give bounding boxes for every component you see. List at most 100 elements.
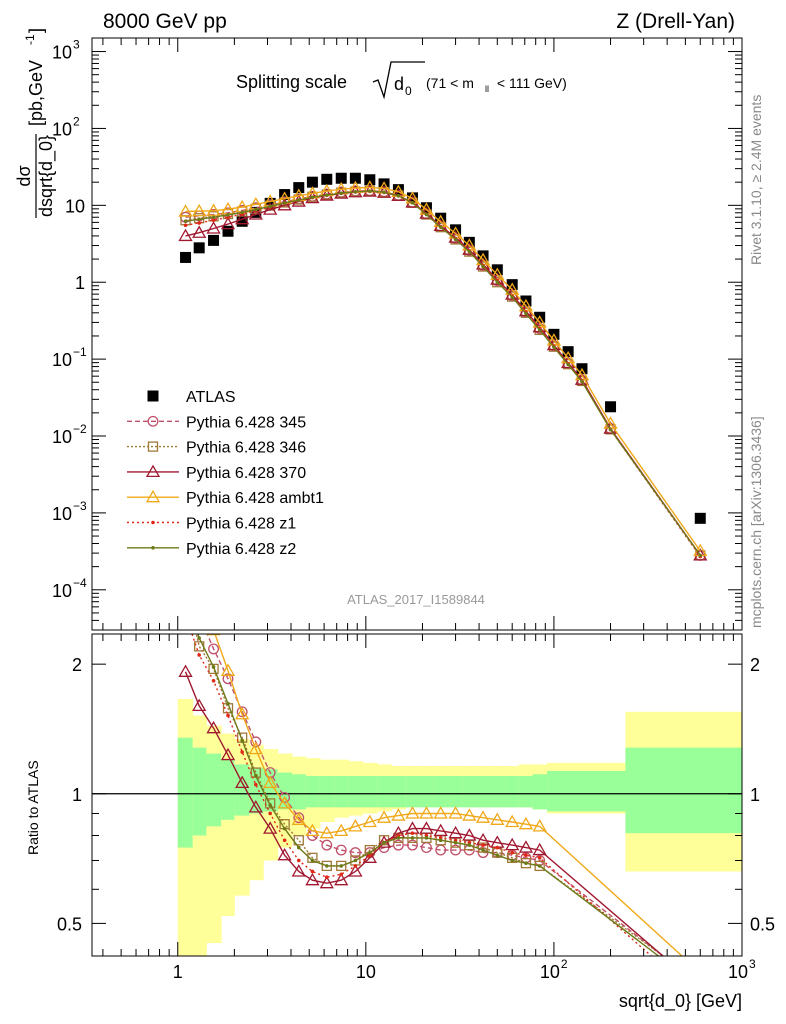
ratio-point	[235, 706, 250, 720]
legend-marker	[147, 390, 159, 402]
ratio-point	[433, 806, 448, 819]
ratio-point	[353, 864, 358, 868]
ratio-y-axis-label: Ratio to ATLAS	[25, 760, 41, 855]
ratio-point	[339, 864, 344, 868]
ratio-point	[467, 843, 472, 847]
ratio-point	[376, 810, 392, 823]
ratio-point	[305, 823, 320, 837]
x-tick-label-group: 10 2	[540, 957, 568, 982]
data-point	[279, 189, 291, 201]
ratio-point	[419, 806, 434, 819]
ratio-series-pythia-6-428-ambt1	[206, 634, 683, 956]
x-tick-label: 10	[728, 962, 748, 982]
ratio-point	[319, 875, 334, 889]
y-tick: 10	[65, 196, 742, 216]
ratio-point	[250, 736, 262, 748]
legend: ATLAS Pythia 6.428 345 Pythia 6.428 346 Pyt…	[127, 389, 324, 558]
inner-band-segment	[192, 747, 207, 836]
ratio-point	[410, 831, 415, 835]
legend-marker	[145, 464, 161, 478]
ratio-point	[334, 872, 349, 886]
inner-band-segment	[362, 775, 378, 808]
ratio-point	[268, 811, 272, 816]
ratio-y-tick-label-left: 2	[72, 655, 82, 675]
legend-marker	[151, 520, 155, 525]
inner-band-segment	[221, 759, 235, 820]
ratio-series-pythia-6-428-370	[178, 664, 664, 956]
data-point	[510, 295, 514, 299]
x-tick-label-group: 1	[173, 962, 183, 982]
data-point	[378, 178, 390, 190]
ratio-point	[254, 774, 258, 778]
data-point	[321, 173, 333, 185]
y-tick: 10 3	[52, 38, 742, 63]
ylabel-numerator: dσ	[14, 165, 34, 186]
data-point	[263, 202, 278, 215]
legend-item-pythia-6-428-ambt1: Pythia 6.428 ambt1	[127, 489, 324, 507]
ratio-point	[448, 806, 463, 819]
y-tick-exponent: 2	[73, 114, 80, 128]
inner-band-segment	[419, 775, 435, 808]
ylabel-denominator: dsqrt{d_0}	[36, 135, 57, 217]
data-point	[608, 427, 613, 432]
y-tick: 10 −4	[52, 576, 742, 601]
ratio-point	[305, 872, 320, 886]
y-tick-label: 1	[75, 273, 85, 293]
legend-label: Pythia 6.428 370	[186, 465, 306, 482]
data-point	[211, 215, 216, 220]
ratio-point	[226, 713, 230, 718]
ratio-point	[265, 798, 276, 809]
data-point	[183, 223, 188, 228]
data-point	[424, 212, 429, 217]
ratio-point	[537, 864, 542, 868]
y-tick-exponent: −1	[73, 345, 87, 359]
data-point	[254, 207, 258, 212]
data-point	[505, 282, 520, 295]
ratio-point	[206, 720, 221, 734]
ratio-point	[524, 861, 528, 865]
data-point	[208, 234, 220, 246]
x-axis-label: sqrt{d_0} [GeV]	[619, 991, 742, 1012]
ratio-point	[291, 812, 306, 825]
data-point	[353, 189, 358, 194]
data-point	[197, 217, 201, 222]
ratio-data-layer	[92, 634, 742, 956]
data-point	[310, 195, 315, 200]
y-tick-exponent: −2	[73, 422, 87, 436]
ratio-point	[335, 844, 347, 856]
ratio-point	[206, 634, 221, 636]
data-point	[183, 219, 188, 224]
title-symbol-subscript: 0	[405, 84, 412, 98]
ratio-point	[235, 775, 250, 789]
title-range-left: (71 < m	[426, 75, 474, 91]
data-point	[211, 218, 216, 223]
data-point	[197, 221, 201, 225]
ratio-point	[192, 698, 207, 712]
ratio-point	[324, 864, 329, 868]
ratio-point	[296, 845, 301, 850]
ratio-point	[475, 810, 491, 823]
ratio-point	[240, 750, 244, 754]
legend-label: Pythia 6.428 345	[186, 414, 306, 431]
data-point	[236, 215, 248, 227]
data-point	[477, 250, 489, 262]
ratio-point	[396, 836, 401, 840]
data-point	[410, 200, 415, 205]
ratio-point	[495, 845, 500, 850]
y-tick-label: 10	[52, 504, 72, 524]
data-point	[467, 249, 472, 254]
data-point	[178, 204, 193, 217]
inner-band-segment	[177, 737, 194, 848]
ratio-point	[368, 853, 372, 858]
y-tick-label: 10	[52, 43, 72, 63]
ratio-point	[282, 826, 287, 831]
ratio-point	[222, 673, 234, 685]
y-tick-exponent: −4	[73, 576, 87, 590]
ratio-point	[453, 840, 458, 845]
ratio-point	[282, 838, 287, 843]
data-point	[248, 207, 263, 220]
legend-marker	[147, 441, 159, 452]
ratio-point	[248, 800, 263, 813]
